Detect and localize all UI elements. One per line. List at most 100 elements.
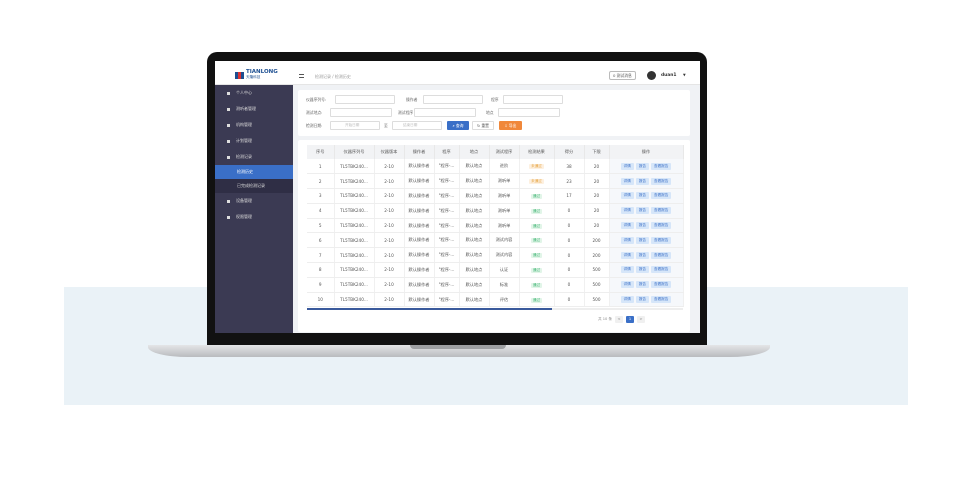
table-cell: 测试内容 [489,232,520,249]
detail-button[interactable]: 详情 [620,177,634,185]
next-page-button[interactable]: > [637,316,646,323]
table-cell: 0 [554,292,585,308]
sidebar-item[interactable]: 个人中心 [215,85,293,101]
report-button[interactable]: 报告 [635,236,649,244]
serial-input[interactable] [335,95,395,104]
column-header: 测试程序 [489,145,520,159]
message-button[interactable]: 0 测试消息 [609,71,636,80]
table-row: 7 TL5TBK240... 2-10 默认操作者 "程序-... 默认地点 测试内容 通过 0… [307,247,684,264]
report-button[interactable]: 报告 [635,222,649,230]
table-row: 3 TL5TBK240... 2-10 默认操作者 "程序-... 默认地点 测听单 通过 17… [307,188,684,204]
view-report-button[interactable]: 查看报告 [651,207,672,215]
table-cell: 10 [307,292,335,308]
table-cell: 2-10 [374,203,405,219]
view-report-button[interactable]: 查看报告 [651,296,672,304]
end-date-input[interactable]: 结束日期 [392,121,442,130]
table-row: 9 TL5TBK240... 2-10 默认操作者 "程序-... 默认地点 标准 通过 0 50… [307,277,684,293]
view-report-button[interactable]: 查看报告 [651,192,672,200]
view-report-button[interactable]: 查看报告 [651,162,672,170]
report-button[interactable]: 报告 [635,177,649,185]
table-cell: 默认操作者 [404,188,435,204]
app-screen: TIANLONG 天隆科技 检测记录 / 检测历史 0 测试消息 duan1 ▼ … [215,61,700,333]
sidebar-item[interactable]: 已完成检测记录 [215,179,293,193]
table-row: 10 TL5TBK240... 2-10 默认操作者 "程序-... 默认地点 评估 通过 0 5… [307,292,684,308]
report-button[interactable]: 报告 [635,162,649,170]
caret-down-icon[interactable]: ▼ [683,73,686,77]
table-cell: 默认地点 [459,247,490,264]
table-cell: 默认操作者 [404,292,435,308]
export-button[interactable]: ⇩ 导出 [499,121,522,130]
page-button-current[interactable]: 1 [626,316,635,323]
detail-button[interactable]: 详情 [620,222,634,230]
table-cell: 通过 [519,247,555,264]
sidebar-item[interactable]: 权限管理 [215,209,293,225]
column-header: 操作 [609,145,684,159]
table-cell: 默认操作者 [404,262,435,278]
view-report-button[interactable]: 查看报告 [651,281,672,289]
menu-icon [227,123,230,127]
table-cell: 通过 [519,292,555,308]
report-button[interactable]: 报告 [635,207,649,215]
view-report-button[interactable]: 查看报告 [651,177,672,185]
table-cell: 默认操作者 [404,218,435,234]
detail-button[interactable]: 详情 [620,251,634,259]
table-cell: 17 [554,188,585,204]
user-avatar-icon[interactable] [647,71,656,80]
report-button[interactable]: 报告 [635,192,649,200]
start-date-placeholder: 开始日期 [345,123,360,127]
prev-page-button[interactable]: < [615,316,624,323]
detail-button[interactable]: 详情 [620,236,634,244]
table-cell: 评估 [489,292,520,308]
table-row: 2 TL5TBK240... 2-10 默认操作者 "程序-... 默认地点 测听单 未通过 2… [307,173,684,190]
operator-input[interactable] [423,95,483,104]
result-badge: 未通过 [529,164,544,170]
test-program-select[interactable] [414,108,476,117]
detail-button[interactable]: 详情 [620,296,634,304]
table-cell: 0 [554,247,585,264]
detail-button[interactable]: 详情 [620,162,634,170]
detail-button[interactable]: 详情 [620,207,634,215]
view-report-button[interactable]: 查看报告 [651,222,672,230]
detail-button[interactable]: 详情 [620,192,634,200]
sidebar-item-label: 设备管理 [236,198,252,203]
query-button[interactable]: ⌕ 查询 [447,121,469,130]
program-input[interactable] [503,95,563,104]
logo-subtext: 天隆科技 [246,75,261,79]
report-button[interactable]: 报告 [635,251,649,259]
view-report-button[interactable]: 查看报告 [651,266,672,274]
breadcrumb-item[interactable]: 检测记录 [315,74,331,79]
sidebar-item[interactable]: 检测记录 [215,149,293,165]
table-cell: 3 [307,188,335,204]
detail-button[interactable]: 详情 [620,266,634,274]
sidebar-item[interactable]: 计划管理 [215,133,293,149]
report-button[interactable]: 报告 [635,296,649,304]
sidebar-item[interactable]: 测听者管理 [215,101,293,117]
horizontal-scrollbar[interactable] [307,308,683,310]
table-cell: 9 [307,277,335,293]
sidebar-item-label: 机构管理 [236,122,252,127]
report-button[interactable]: 报告 [635,281,649,289]
view-report-button[interactable]: 查看报告 [651,236,672,244]
column-header: 操作者 [404,145,435,159]
laptop-notch [410,345,506,349]
reset-button[interactable]: ↻ 重置 [472,121,494,130]
place-input[interactable] [498,108,560,117]
username[interactable]: duan1 [661,73,677,78]
table-cell: 2-10 [374,247,405,264]
result-badge: 未通过 [529,179,544,185]
sidebar-item[interactable]: 设备管理 [215,193,293,209]
view-report-button[interactable]: 查看报告 [651,251,672,259]
table-cell: 0 [554,262,585,278]
filter-panel: 仪器序列号: 操作者 程序 测试地点: 测试程序 地点 检测日期: 开始日期 至… [298,90,690,136]
start-date-input[interactable]: 开始日期 [330,121,380,130]
scrollbar-thumb[interactable] [307,308,552,310]
sidebar-item[interactable]: 检测历史 [215,165,293,179]
location-input[interactable] [330,108,392,117]
menu-icon [227,91,230,95]
report-button[interactable]: 报告 [635,266,649,274]
detail-button[interactable]: 详情 [620,281,634,289]
table-cell: 5 [307,218,335,234]
menu-toggle-icon[interactable] [299,74,304,78]
sidebar-item[interactable]: 机构管理 [215,117,293,133]
table-cell: 7 [307,247,335,264]
